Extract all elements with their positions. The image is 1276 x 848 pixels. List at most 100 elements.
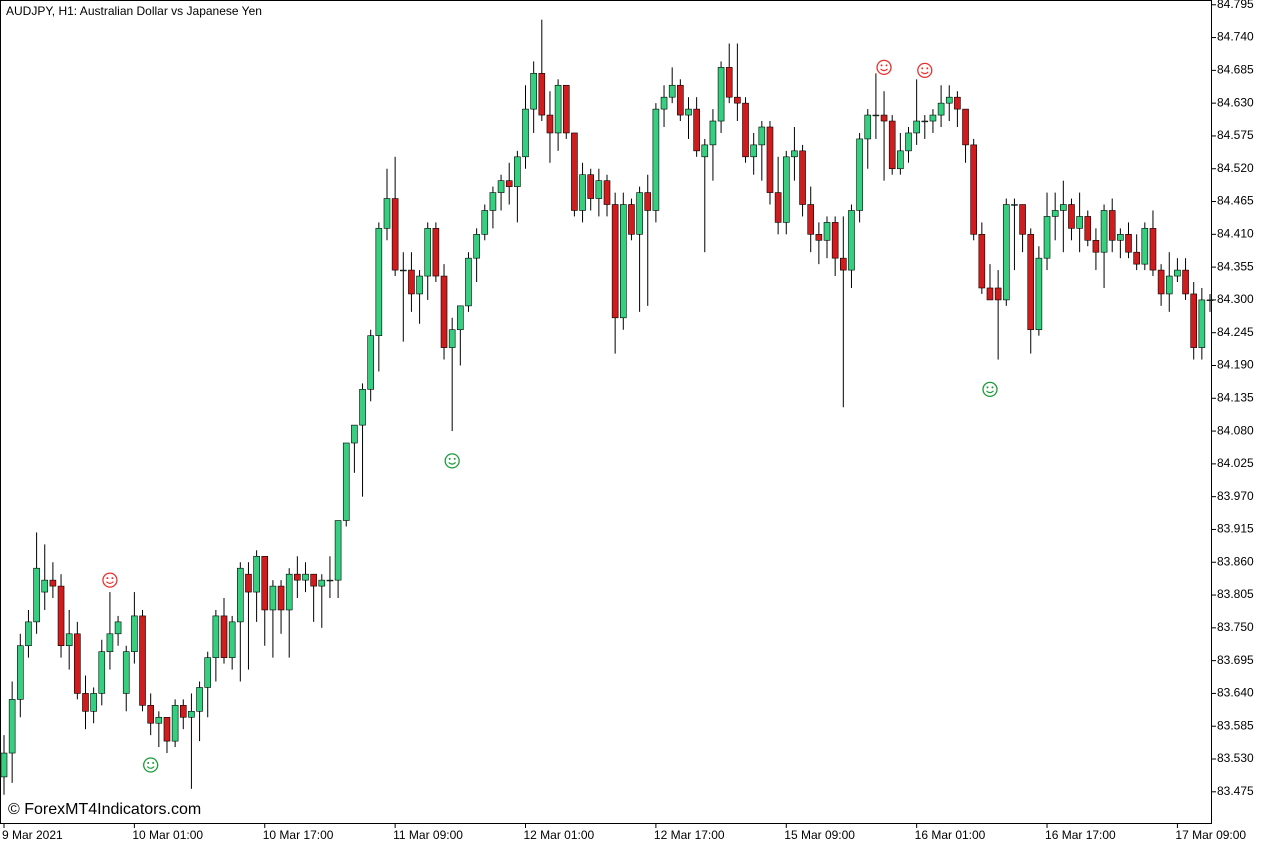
y-tick-label: 83.860 [1217,554,1254,568]
candle-body [139,615,146,706]
candle-body [41,579,49,593]
y-tick-label: 84.575 [1217,128,1254,142]
signal-eye [986,386,989,389]
signal-mouth [920,71,929,75]
signal-buy [982,381,998,397]
signal-sell [876,59,892,76]
candle-body [228,621,236,658]
signal-buy [143,757,159,773]
candle-body [33,567,40,623]
candle-body [701,144,709,158]
candle-body [163,716,171,742]
signal-eye [880,64,883,67]
candle-body [359,389,366,426]
y-tick-label: 83.915 [1217,522,1254,536]
candle-body [913,120,920,134]
candle-body [571,132,578,211]
candle-body [155,716,163,724]
y-tick-label: 84.410 [1217,226,1254,240]
candle-body [848,210,855,271]
signal-face [143,757,159,773]
signal-eye [152,761,155,764]
signal-mouth [986,390,994,394]
candle-body [1190,293,1198,348]
candle-body [171,705,179,742]
candle-body [269,585,277,611]
candle-body [114,621,122,635]
x-tick-label: 10 Mar 17:00 [263,828,334,842]
candle-body [815,234,823,241]
candle-body [823,222,831,241]
candle-body [383,198,391,229]
candle-body [1182,269,1189,295]
candle-body [367,335,374,390]
candle-body [937,102,945,116]
candle-body [351,424,358,444]
candle-body [774,192,782,223]
signal-eye [991,386,994,389]
candle-body [962,108,969,146]
candle-body [791,150,798,158]
candle-body [929,114,937,122]
candle-body [253,555,260,593]
y-tick-label: 84.630 [1217,95,1254,109]
signal-face [917,62,933,79]
candle-body [122,651,130,694]
y-tick-label: 84.355 [1217,259,1254,273]
x-tick-label: 17 Mar 09:00 [1175,828,1246,842]
candle-body [440,275,448,348]
candle-body [82,693,89,712]
candle-body [905,132,912,152]
candle-body [603,180,611,205]
candle-body [734,96,741,104]
candle-body [473,234,480,259]
candle-body [1011,204,1018,206]
candle-body [725,67,733,98]
candle-body [1019,204,1026,235]
candle-body [799,150,806,205]
signal-face [444,453,460,469]
candle-body [277,585,285,611]
x-tick-label: 12 Mar 01:00 [524,828,595,842]
candle-body [334,520,342,581]
candle-body [611,204,619,319]
candle-body [1084,216,1092,241]
y-tick-label: 84.080 [1217,423,1254,437]
candle-body [1002,204,1010,301]
y-tick-label: 84.025 [1217,456,1254,470]
x-tick-label: 15 Mar 09:00 [784,828,855,842]
candle-body [416,275,423,295]
chart-title: AUDJPY, H1: Australian Dollar vs Japanes… [6,4,262,18]
y-tick-label: 83.750 [1217,620,1254,634]
candle-body [497,180,505,193]
candle-body [864,114,872,140]
x-tick-label: 9 Mar 2021 [2,828,63,842]
signal-eye [111,577,114,580]
candle-body [693,108,700,152]
candle-body [986,287,994,301]
candle-body [98,651,106,694]
candle-body [636,192,643,235]
candle-body [954,96,961,110]
signal-eye [448,457,451,460]
candle-body [106,633,114,652]
candle-body [742,102,749,158]
candle-body [668,84,676,98]
candle-body [530,73,537,110]
candle-body [587,174,595,199]
candle-body [685,108,692,116]
candle-body [188,711,195,718]
candle-body [448,329,456,348]
candle-body [505,180,513,187]
candle-body [750,144,757,158]
watermark: © ForexMT4Indicators.com [8,801,201,818]
candle-body [628,204,635,235]
candle-body [147,705,154,724]
candle-body [8,699,16,754]
candle-body [717,67,725,122]
signal-mouth [106,581,114,584]
plot-frame [0,0,1212,824]
candle-body [546,114,554,134]
candle-body [131,615,138,652]
candle-body [840,257,847,271]
